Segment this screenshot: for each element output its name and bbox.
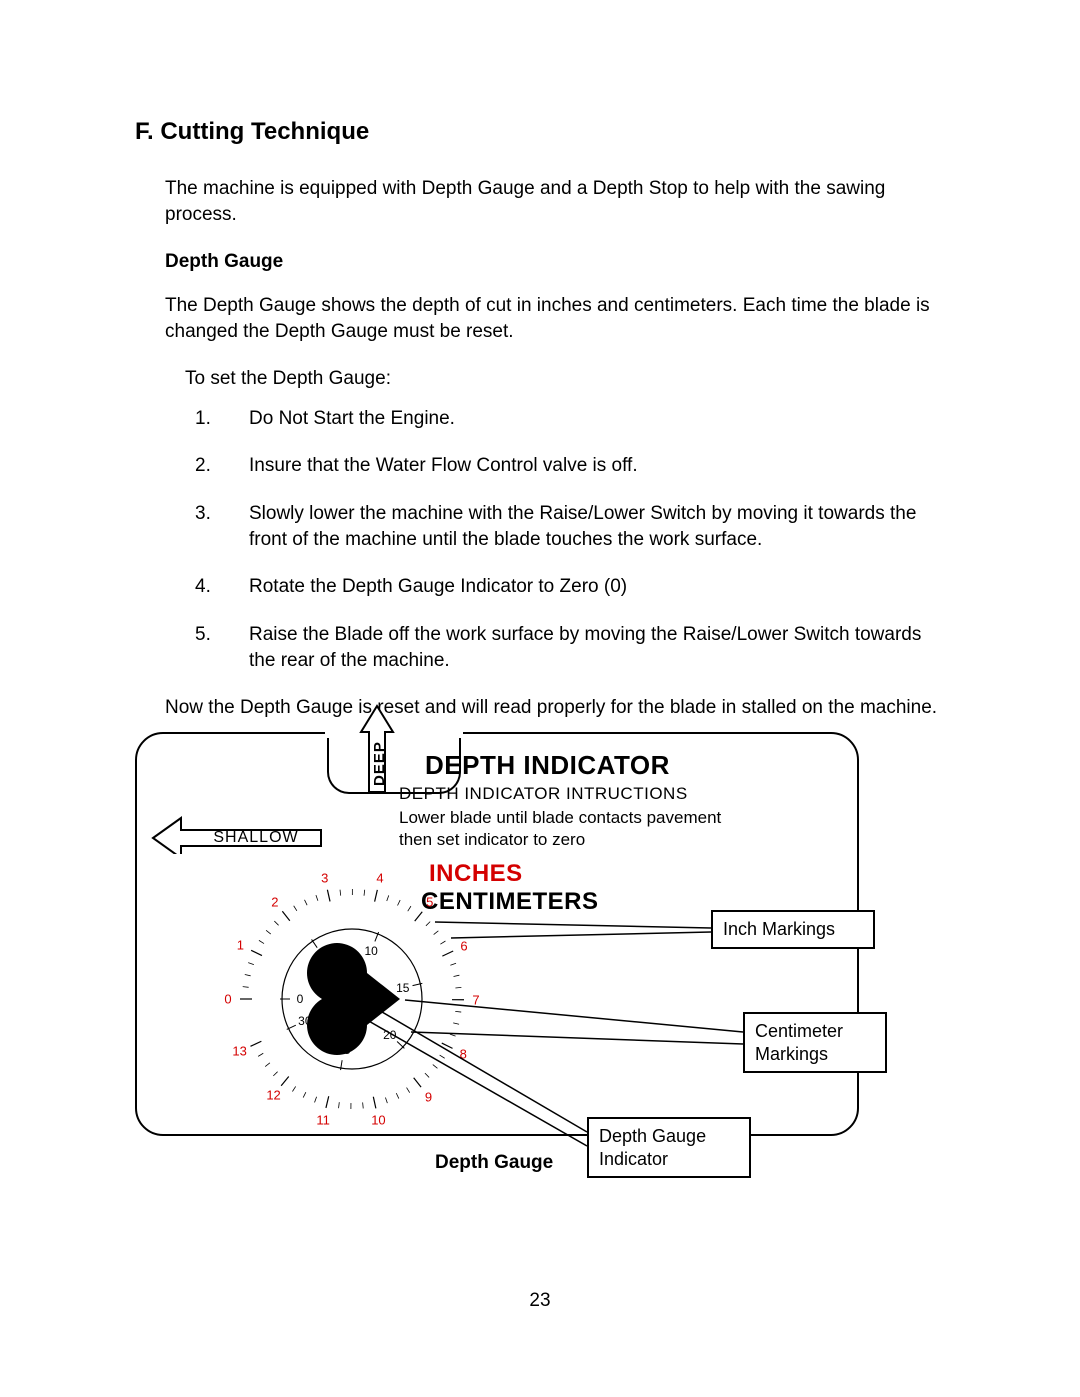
instruction-lead: To set the Depth Gauge: <box>185 366 945 392</box>
outer-scale-number: 4 <box>376 871 383 886</box>
inner-scale-number: 10 <box>365 944 378 958</box>
step-item: 5.Raise the Blade off the work surface b… <box>195 622 945 673</box>
step-number: 3. <box>195 501 249 552</box>
inner-scale-number: 15 <box>396 981 409 995</box>
page-number: 23 <box>0 1290 1080 1312</box>
closing-paragraph: Now the Depth Gauge is reset and will re… <box>165 695 945 721</box>
step-text: Rotate the Depth Gauge Indicator to Zero… <box>249 574 945 600</box>
outer-scale-number: 3 <box>321 871 328 886</box>
step-item: 4.Rotate the Depth Gauge Indicator to Ze… <box>195 574 945 600</box>
description-paragraph: The Depth Gauge shows the depth of cut i… <box>165 293 945 344</box>
step-number: 2. <box>195 453 249 479</box>
diagram-line1: Lower blade until blade contacts pavemen… <box>399 808 721 828</box>
step-text: Slowly lower the machine with the Raise/… <box>249 501 945 552</box>
outer-scale-number: 8 <box>460 1046 467 1061</box>
outer-scale-number: 1 <box>237 938 244 953</box>
outer-scale-number: 13 <box>232 1044 246 1059</box>
step-number: 5. <box>195 622 249 673</box>
deep-label: DEEP <box>371 741 388 786</box>
outer-scale-number: 10 <box>371 1113 385 1128</box>
outer-scale-number: 0 <box>224 992 231 1007</box>
outer-scale-number: 5 <box>426 895 433 910</box>
diagram-line2: then set indicator to zero <box>399 830 585 850</box>
outer-scale-number: 9 <box>425 1089 432 1104</box>
step-item: 2.Insure that the Water Flow Control val… <box>195 453 945 479</box>
callout-centimeter-markings: Centimeter Markings <box>743 1012 887 1073</box>
outer-scale-number: 12 <box>266 1088 280 1103</box>
outer-scale-number: 6 <box>460 938 467 953</box>
outer-scale-number: 7 <box>472 992 479 1007</box>
step-text: Insure that the Water Flow Control valve… <box>249 453 945 479</box>
intro-paragraph: The machine is equipped with Depth Gauge… <box>165 176 945 227</box>
inner-scale-number: 25 <box>337 1043 350 1057</box>
diagram-title: DEPTH INDICATOR <box>425 750 670 781</box>
diagram-subtitle: DEPTH INDICATOR INTRUCTIONS <box>399 784 688 804</box>
inner-scale-number: 30 <box>298 1014 311 1028</box>
outer-scale-number: 11 <box>316 1112 330 1127</box>
shallow-label: SHALLOW <box>197 829 315 847</box>
inner-scale-number: 0 <box>297 992 304 1006</box>
inner-scale-number: 5 <box>319 949 326 963</box>
step-item: 1.Do Not Start the Engine. <box>195 406 945 432</box>
callout-inch-markings: Inch Markings <box>711 910 875 949</box>
subheading: Depth Gauge <box>165 249 945 275</box>
step-text: Do Not Start the Engine. <box>249 406 945 432</box>
depth-gauge-dial: 012345678910111213051015202530 <box>227 874 477 1124</box>
outer-scale-number: 2 <box>271 894 278 909</box>
step-text: Raise the Blade off the work surface by … <box>249 622 945 673</box>
depth-gauge-diagram: DEEP SHALLOW DEPTH INDICATOR DEPTH INDIC… <box>135 732 895 1222</box>
section-heading: F. Cutting Technique <box>135 118 945 146</box>
steps-list: 1.Do Not Start the Engine.2.Insure that … <box>195 406 945 673</box>
step-number: 1. <box>195 406 249 432</box>
step-number: 4. <box>195 574 249 600</box>
inner-scale-number: 20 <box>383 1028 396 1042</box>
diagram-caption: Depth Gauge <box>435 1152 553 1174</box>
step-item: 3.Slowly lower the machine with the Rais… <box>195 501 945 552</box>
callout-depth-gauge-indicator: Depth Gauge Indicator <box>587 1117 751 1178</box>
